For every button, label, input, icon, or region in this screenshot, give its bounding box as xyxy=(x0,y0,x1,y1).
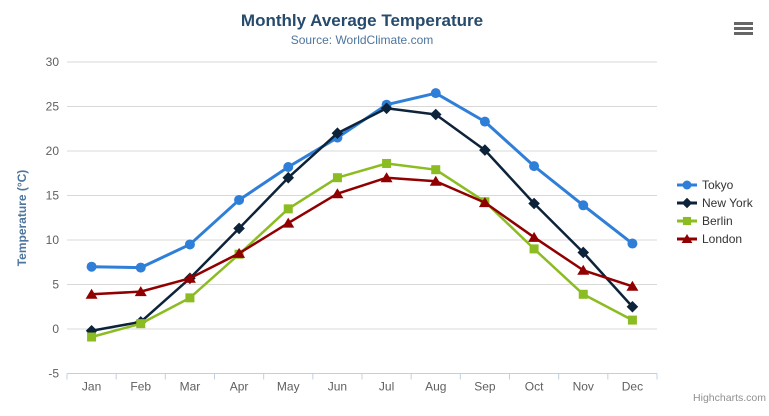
triangle-marker[interactable] xyxy=(85,288,98,299)
diamond-marker[interactable] xyxy=(577,246,590,259)
series-layer[interactable] xyxy=(85,88,639,342)
triangle-marker[interactable] xyxy=(331,188,344,199)
x-tick-label: Apr xyxy=(230,380,249,394)
legend-item-new-york[interactable]: New York xyxy=(677,194,753,212)
circle-marker[interactable] xyxy=(135,262,146,273)
square-marker[interactable] xyxy=(283,204,293,214)
chart-subtitle: Source: WorldClimate.com xyxy=(290,33,434,47)
legend-item-berlin[interactable]: Berlin xyxy=(677,212,753,230)
x-tick-label: Oct xyxy=(525,380,544,394)
square-marker[interactable] xyxy=(185,293,195,303)
diamond-marker[interactable] xyxy=(528,197,540,210)
circle-marker[interactable] xyxy=(627,238,638,249)
legend-marker-square xyxy=(677,216,697,226)
y-tick-label: 0 xyxy=(52,322,59,336)
diamond-marker[interactable] xyxy=(282,171,295,184)
square-marker[interactable] xyxy=(578,289,588,299)
y-tick-label: 15 xyxy=(46,189,60,203)
circle-marker[interactable] xyxy=(86,261,97,272)
series-line xyxy=(91,162,633,339)
triangle-marker[interactable] xyxy=(478,197,491,208)
diamond-marker[interactable] xyxy=(681,197,693,209)
triangle-marker[interactable] xyxy=(577,264,590,275)
legend-label: Tokyo xyxy=(702,178,734,192)
triangle-marker[interactable] xyxy=(282,217,295,228)
circle-marker[interactable] xyxy=(283,162,294,173)
square-marker[interactable] xyxy=(627,315,637,325)
x-tick-label: Jan xyxy=(82,380,101,394)
x-tick-label: Feb xyxy=(130,380,151,394)
y-tick-label: 20 xyxy=(46,144,60,158)
y-tick-label: 5 xyxy=(52,278,59,292)
diamond-marker[interactable] xyxy=(380,102,393,115)
triangle-marker[interactable] xyxy=(429,175,442,186)
legend-marker-circle xyxy=(677,180,697,190)
square-marker[interactable] xyxy=(136,319,146,329)
legend-item-london[interactable]: London xyxy=(677,230,753,248)
circle-marker[interactable] xyxy=(578,200,589,211)
x-tick-label: Dec xyxy=(622,380,643,394)
triangle-marker[interactable] xyxy=(528,231,541,242)
square-marker[interactable] xyxy=(682,216,692,226)
legend: Tokyo New York Berlin London xyxy=(677,176,753,248)
circle-marker[interactable] xyxy=(430,88,441,99)
square-marker[interactable] xyxy=(382,158,392,168)
diamond-marker[interactable] xyxy=(331,127,344,139)
series-line xyxy=(91,176,633,296)
chart-title: Monthly Average Temperature xyxy=(240,11,484,30)
x-tick-label: Aug xyxy=(425,380,446,394)
x-tick-label: Sep xyxy=(474,380,496,394)
x-tick-label: Mar xyxy=(180,380,201,394)
circle-marker[interactable] xyxy=(529,161,540,172)
square-marker[interactable] xyxy=(529,244,539,254)
circle-marker[interactable] xyxy=(184,239,195,250)
legend-marker-diamond xyxy=(677,197,697,209)
square-marker[interactable] xyxy=(431,165,441,175)
circle-marker[interactable] xyxy=(479,116,490,127)
legend-label: London xyxy=(702,232,743,246)
circle-marker[interactable] xyxy=(234,194,245,205)
triangle-marker[interactable] xyxy=(626,280,639,291)
series-tokyo[interactable] xyxy=(86,88,638,273)
export-menu-button[interactable] xyxy=(734,22,753,35)
x-tick-label: Jul xyxy=(379,380,394,394)
x-tick-label: Jun xyxy=(328,380,347,394)
y-tick-label: 25 xyxy=(46,100,60,114)
triangle-marker[interactable] xyxy=(233,247,246,258)
y-tick-label: -5 xyxy=(48,367,59,381)
triangle-marker[interactable] xyxy=(134,286,147,297)
y-axis-title: Temperature (°C) xyxy=(15,170,29,267)
axes: -5 0 5 10 15 20 25 30 Jan Feb Mar Apr May Jun Jul Aug Se… xyxy=(46,55,658,394)
series-line xyxy=(91,107,634,333)
gridlines xyxy=(67,61,657,374)
diamond-marker[interactable] xyxy=(626,300,639,313)
circle-marker[interactable] xyxy=(682,180,692,190)
series-new-york[interactable] xyxy=(85,102,639,337)
y-tick-label: 10 xyxy=(46,233,60,247)
square-marker[interactable] xyxy=(87,332,97,342)
diamond-marker[interactable] xyxy=(429,108,442,121)
diamond-marker[interactable] xyxy=(479,144,491,156)
legend-label: New York xyxy=(702,196,753,210)
diamond-marker[interactable] xyxy=(233,222,245,235)
series-line xyxy=(91,91,634,270)
legend-label: Berlin xyxy=(702,214,733,228)
y-tick-label: 30 xyxy=(46,55,60,69)
hamburger-icon xyxy=(734,22,753,35)
triangle-marker[interactable] xyxy=(380,172,393,183)
legend-item-tokyo[interactable]: Tokyo xyxy=(677,176,753,194)
triangle-marker[interactable] xyxy=(681,234,693,244)
highcharts-credits[interactable]: Highcharts.com xyxy=(693,392,766,404)
x-tick-label: Nov xyxy=(573,380,594,394)
square-marker[interactable] xyxy=(332,173,342,183)
triangle-marker[interactable] xyxy=(183,272,196,283)
series-london[interactable] xyxy=(85,172,639,299)
x-tick-label: May xyxy=(277,380,300,394)
legend-marker-triangle xyxy=(677,234,697,244)
